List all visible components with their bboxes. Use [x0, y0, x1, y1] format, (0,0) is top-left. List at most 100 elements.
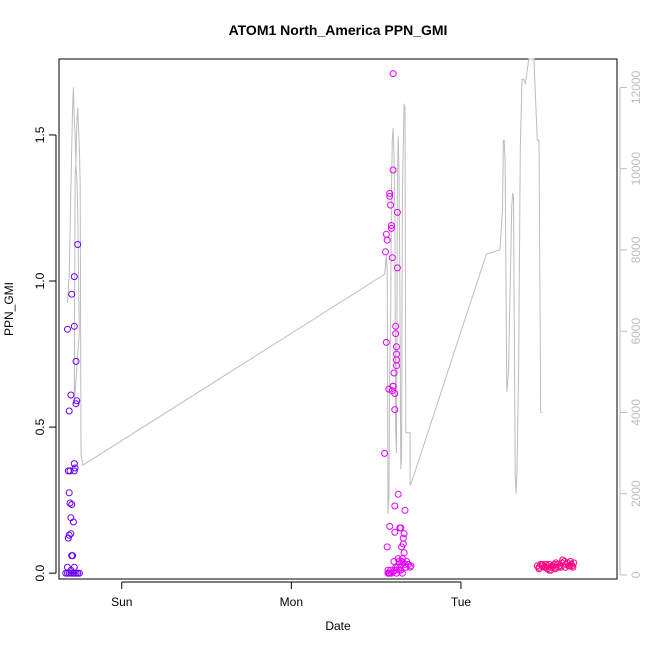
scatter-point [389, 382, 397, 390]
scatter-point [393, 343, 400, 351]
y2-tick-label: 0 [629, 571, 643, 578]
scatter-point [393, 362, 400, 370]
scatter-point [382, 230, 390, 238]
scatter-series [533, 556, 578, 574]
scatter-point [70, 460, 78, 468]
scatter-point [389, 70, 397, 78]
x-tick-label: Sun [111, 595, 132, 609]
scatter-point [391, 528, 399, 536]
y-tick-label: 1.0 [33, 272, 47, 289]
scatter-point [70, 467, 78, 475]
scatter-point [66, 467, 74, 475]
scatter-point [71, 464, 79, 472]
scatter-point [68, 501, 76, 508]
scatter-point [389, 568, 397, 576]
scatter-point [382, 248, 389, 256]
scatter-point [65, 407, 73, 415]
scatter-point [568, 562, 576, 570]
scatter-point [544, 562, 551, 570]
scatter-point [535, 565, 543, 573]
y-tick-label: 0.5 [33, 418, 47, 435]
scatter-series [62, 241, 83, 577]
scatter-point [552, 559, 560, 567]
scatter-series [381, 70, 415, 577]
scatter-point [561, 563, 569, 571]
y2-tick-label: 4000 [629, 399, 643, 426]
scatter-point [398, 569, 406, 577]
scatter-point [383, 543, 391, 551]
y-tick-label: 1.5 [33, 126, 47, 143]
scatter-point [406, 563, 414, 571]
scatter-point [390, 369, 398, 377]
scatter-point [382, 338, 390, 346]
scatter-point [70, 322, 78, 330]
scatter-point [565, 562, 573, 570]
axis-layer: Sun Mon Tue 0.0 0.5 1.0 1.5 0 2000 4000 6000 8000 10… [33, 70, 643, 609]
scatter-point [387, 222, 395, 229]
scatter-point [66, 499, 74, 507]
scatter-point [569, 563, 577, 571]
scatter-point [69, 552, 77, 560]
scatter-point [407, 562, 415, 570]
scatter-point [386, 522, 394, 530]
scatter-point [544, 565, 551, 573]
scatter-point [386, 569, 394, 577]
y-tick-label: 0.0 [33, 564, 47, 581]
secondary-line-series [67, 58, 543, 515]
scatter-point [65, 489, 73, 497]
x-tick-label: Mon [280, 595, 303, 609]
scatter-point [400, 549, 408, 557]
scatter-point [393, 208, 401, 216]
scatter-point [381, 449, 389, 457]
scatter-point [559, 556, 567, 564]
scatter-point [545, 560, 553, 568]
scatter-point [387, 224, 395, 232]
y2-tick-label: 8000 [629, 236, 643, 263]
point-layer [62, 70, 578, 577]
scatter-point [64, 534, 72, 542]
scatter-point [392, 330, 400, 338]
scatter-point [70, 273, 78, 281]
scatter-point [73, 397, 81, 405]
scatter-point [391, 502, 399, 510]
scatter-point [68, 290, 76, 298]
scatter-point [388, 254, 396, 262]
y-axis-label: PPN_GMI [2, 282, 16, 336]
scatter-point [397, 524, 405, 532]
scatter-point [64, 325, 71, 333]
scatter-point [67, 391, 75, 399]
scatter-point [400, 530, 408, 538]
chart-title: ATOM1 North_America PPN_GMI [229, 22, 448, 38]
scatter-point [401, 506, 409, 514]
scatter-point [389, 166, 397, 174]
scatter-point [386, 189, 394, 197]
scatter-point [391, 390, 399, 397]
scatter-point [72, 357, 80, 365]
scatter-point [394, 490, 402, 498]
x-axis-label: Date [325, 619, 351, 633]
scatter-point [69, 518, 77, 526]
scatter-point [393, 264, 401, 272]
scatter-point [387, 201, 395, 209]
scatter-point [542, 560, 550, 568]
scatter-point [386, 192, 394, 200]
scatter-point [72, 400, 80, 408]
scatter-point [391, 406, 399, 414]
y2-tick-label: 2000 [629, 480, 643, 507]
scatter-point [75, 569, 83, 577]
scatter-point [392, 322, 400, 330]
line-layer [67, 58, 543, 515]
y2-tick-label: 10000 [629, 152, 643, 186]
x-tick-label: Tue [451, 595, 472, 609]
plot-frame [58, 58, 618, 580]
scatter-point [74, 241, 82, 248]
scatter-point [383, 236, 391, 244]
scatter-point [399, 534, 407, 542]
y2-tick-label: 12000 [629, 70, 643, 104]
scatter-point [566, 558, 574, 565]
scatter-point [65, 531, 73, 539]
y2-tick-label: 6000 [629, 318, 643, 345]
scatter-point [70, 563, 78, 571]
